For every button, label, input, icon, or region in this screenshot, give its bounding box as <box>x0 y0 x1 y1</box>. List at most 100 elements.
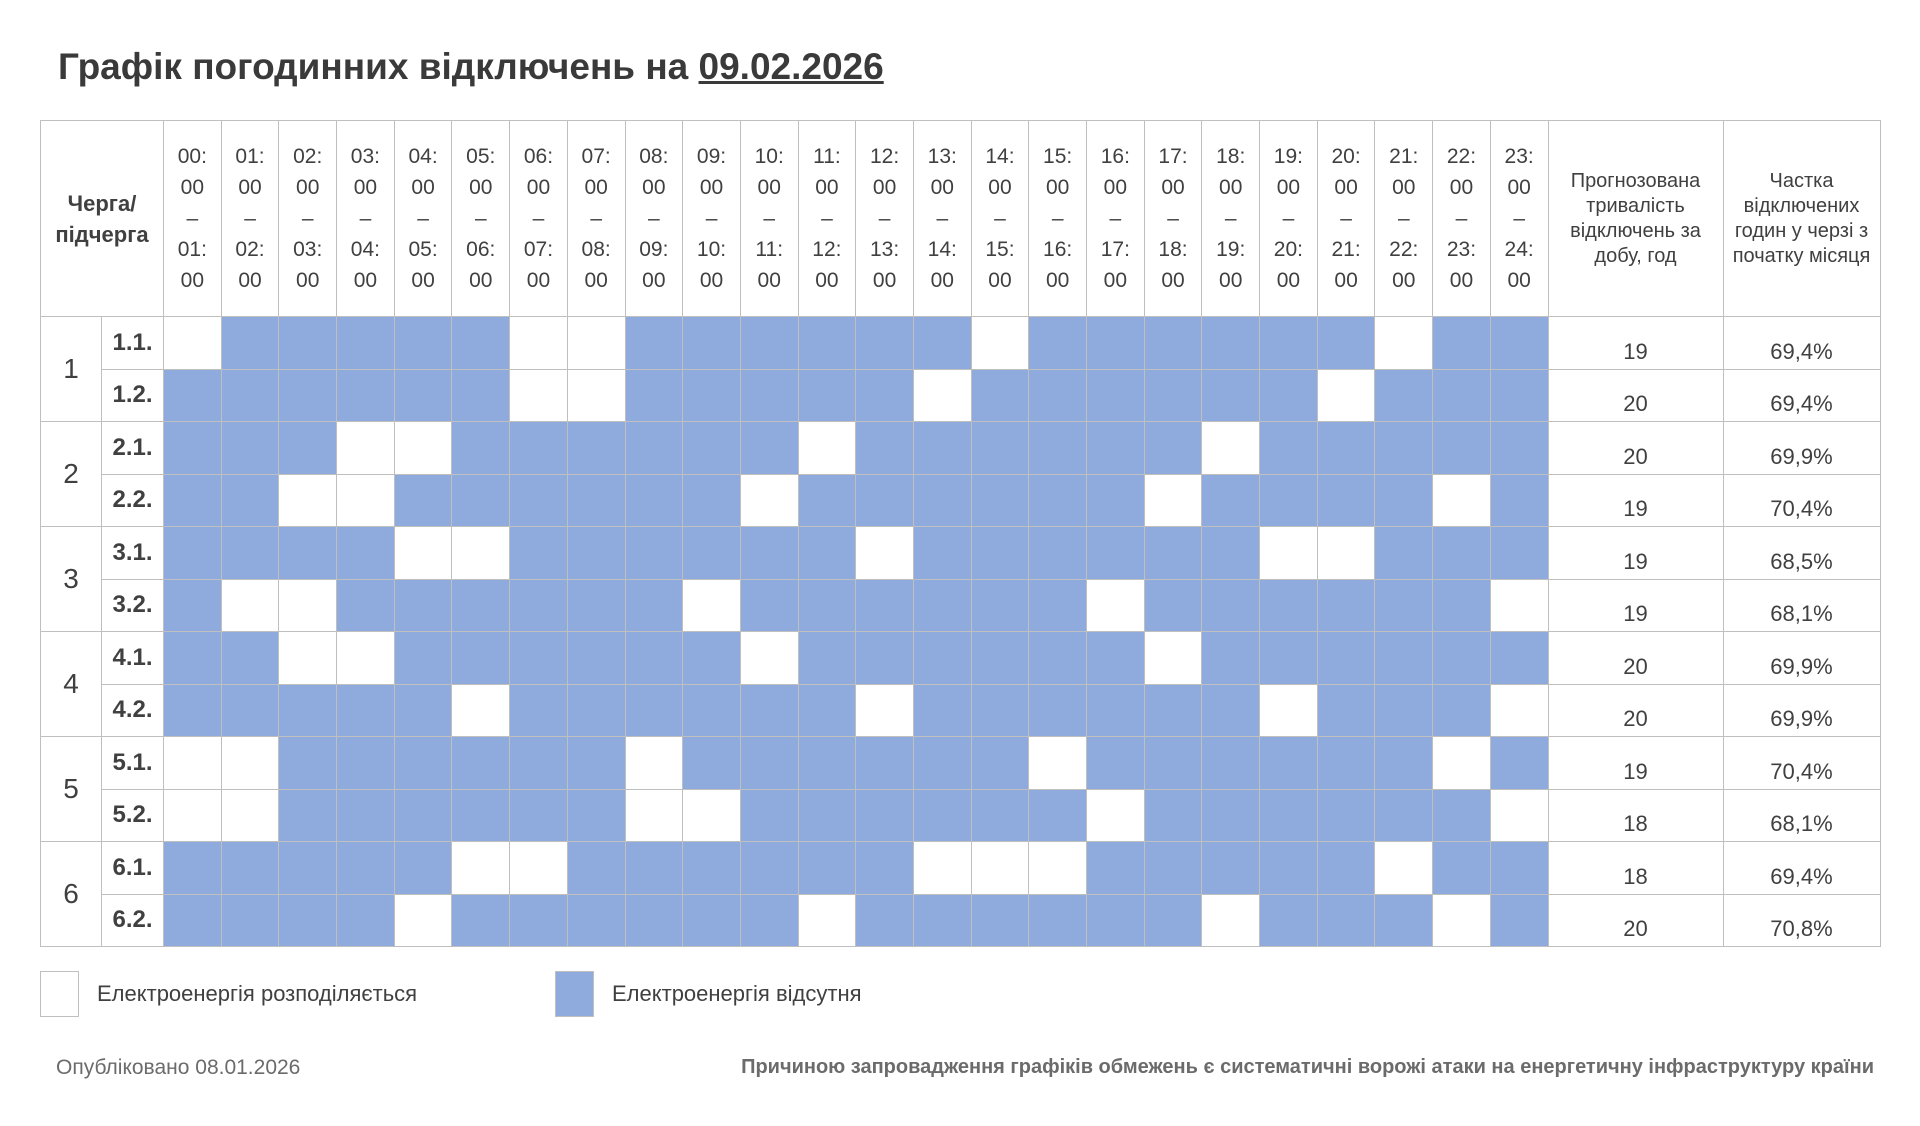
hour-cell-outage <box>797 841 857 895</box>
hour-cell-outage <box>912 736 972 790</box>
hour-header-part: 07: <box>523 238 554 261</box>
hour-header-part: 20: <box>1273 238 1303 261</box>
hour-cell-outage <box>1086 526 1145 580</box>
hour-cell-outage <box>393 683 453 737</box>
hour-header-part: 00 <box>1219 269 1243 292</box>
hour-header: 12: 00 – 13: 00 <box>855 120 914 317</box>
hour-cell-outage <box>566 526 626 580</box>
hour-cell-outage <box>682 421 741 475</box>
hour-cell-outage <box>739 736 799 790</box>
hour-cell-power <box>682 578 741 632</box>
hour-header-part: 00 <box>1045 176 1070 199</box>
table-row: 2 2.1. 20 69,9% <box>40 421 1881 527</box>
hour-header-part: 07: <box>581 145 611 168</box>
hour-cell-outage <box>912 578 972 632</box>
hour-cell-outage <box>797 788 857 842</box>
hour-cell-power <box>220 788 280 842</box>
hour-cell-outage <box>797 578 857 632</box>
hour-cell-outage <box>1143 578 1203 632</box>
hour-cell-outage <box>1086 316 1145 370</box>
hour-cell-power <box>1432 473 1491 527</box>
hour-header-part: 00 <box>1276 176 1301 199</box>
hour-header: 10: 00 – 11: 00 <box>739 120 799 317</box>
hour-cell-outage <box>163 578 222 632</box>
hour-cell-outage <box>797 631 857 685</box>
hour-header-part: 16: <box>1100 145 1130 168</box>
hour-cell-outage <box>1028 368 1087 422</box>
hour-cell-outage <box>393 788 453 842</box>
hour-cell-outage <box>682 893 741 947</box>
hour-cell-outage <box>451 421 511 475</box>
hour-cell-power <box>566 316 626 370</box>
hour-cell-outage <box>1201 578 1261 632</box>
hour-header: 19: 00 – 20: 00 <box>1259 120 1318 317</box>
hour-cell-outage <box>1201 736 1261 790</box>
hour-cell-outage <box>336 841 395 895</box>
hour-cell-outage <box>1259 788 1318 842</box>
hour-cell-outage <box>1143 368 1203 422</box>
hour-header-part: – <box>1513 207 1525 230</box>
hour-header-part: 00 <box>238 269 262 292</box>
hour-cell-outage <box>624 683 684 737</box>
hour-cell-outage <box>1028 421 1087 475</box>
hour-cell-outage <box>278 841 338 895</box>
legend-on: Електроенергія розподіляється <box>40 971 417 1017</box>
hour-cell-power <box>1086 578 1145 632</box>
hour-cell-outage <box>566 631 626 685</box>
hour-cell-outage <box>970 473 1030 527</box>
hour-cell-outage <box>220 841 280 895</box>
hour-cell-outage <box>1316 421 1376 475</box>
hour-cell-power <box>682 788 741 842</box>
hour-header-part: – <box>994 207 1006 230</box>
hour-cell-power <box>970 316 1030 370</box>
hour-cell-outage <box>451 578 511 632</box>
hour-header-part: 21: <box>1331 238 1361 261</box>
hour-header-part: – <box>821 207 833 230</box>
hour-cell-outage <box>1432 578 1491 632</box>
hour-cell-outage <box>509 578 568 632</box>
hour-header-part: 09: <box>639 238 669 261</box>
hour-header-part: 09: <box>696 145 727 168</box>
hour-cell-outage <box>1086 631 1145 685</box>
hour-cell-outage <box>393 578 453 632</box>
hour-header-part: 15: <box>1043 145 1073 168</box>
queue-number: 5 <box>40 736 102 842</box>
hour-cell-outage <box>451 316 511 370</box>
hour-header-part: 23: <box>1504 145 1534 168</box>
hour-cell-outage <box>1259 421 1318 475</box>
hour-cell-outage <box>393 316 453 370</box>
hour-header-part: 00 <box>469 176 493 199</box>
hour-header-part: 00 <box>238 176 262 199</box>
hour-cell-outage <box>336 316 395 370</box>
hour-header-part: 00 <box>815 269 839 292</box>
hour-cell-outage <box>1028 893 1087 947</box>
hour-cell-outage <box>682 526 741 580</box>
table-row: 1 1.1. 19 69,4% <box>40 316 1881 422</box>
hour-header-part: 00 <box>642 269 666 292</box>
hour-cell-power <box>509 841 568 895</box>
hour-cell-power <box>1374 841 1434 895</box>
share-value: 68,1% <box>1722 578 1881 632</box>
queue-number: 2 <box>40 421 102 527</box>
hour-cell-power <box>509 316 568 370</box>
hour-cell-outage <box>509 631 568 685</box>
legend-swatch-off <box>555 971 594 1017</box>
hour-cell-outage <box>1028 578 1087 632</box>
hour-cell-power <box>797 893 857 947</box>
legend-off: Електроенергія відсутня <box>555 971 862 1017</box>
hour-header-part: 00 <box>353 269 378 292</box>
hour-cell-power <box>1086 788 1145 842</box>
hour-header: 22: 00 – 23: 00 <box>1432 120 1491 317</box>
hour-cell-outage <box>912 788 972 842</box>
table-row: 4.2. 20 69,9% <box>41 683 1881 737</box>
hour-header: 03: 00 – 04: 00 <box>336 120 395 317</box>
duration-header: Прогнозована тривалість відключень за до… <box>1547 120 1724 317</box>
hour-cell-outage <box>912 683 972 737</box>
hour-header-part: – <box>417 207 429 230</box>
hour-cell-power <box>1201 421 1261 475</box>
hour-cell-outage <box>1432 526 1491 580</box>
table-row: 3.2. 19 68,1% <box>41 578 1881 632</box>
hour-header-part: – <box>1167 207 1179 230</box>
hour-header: 09: 00 – 10: 00 <box>682 120 741 317</box>
hour-header-part: 00 <box>1449 176 1474 199</box>
